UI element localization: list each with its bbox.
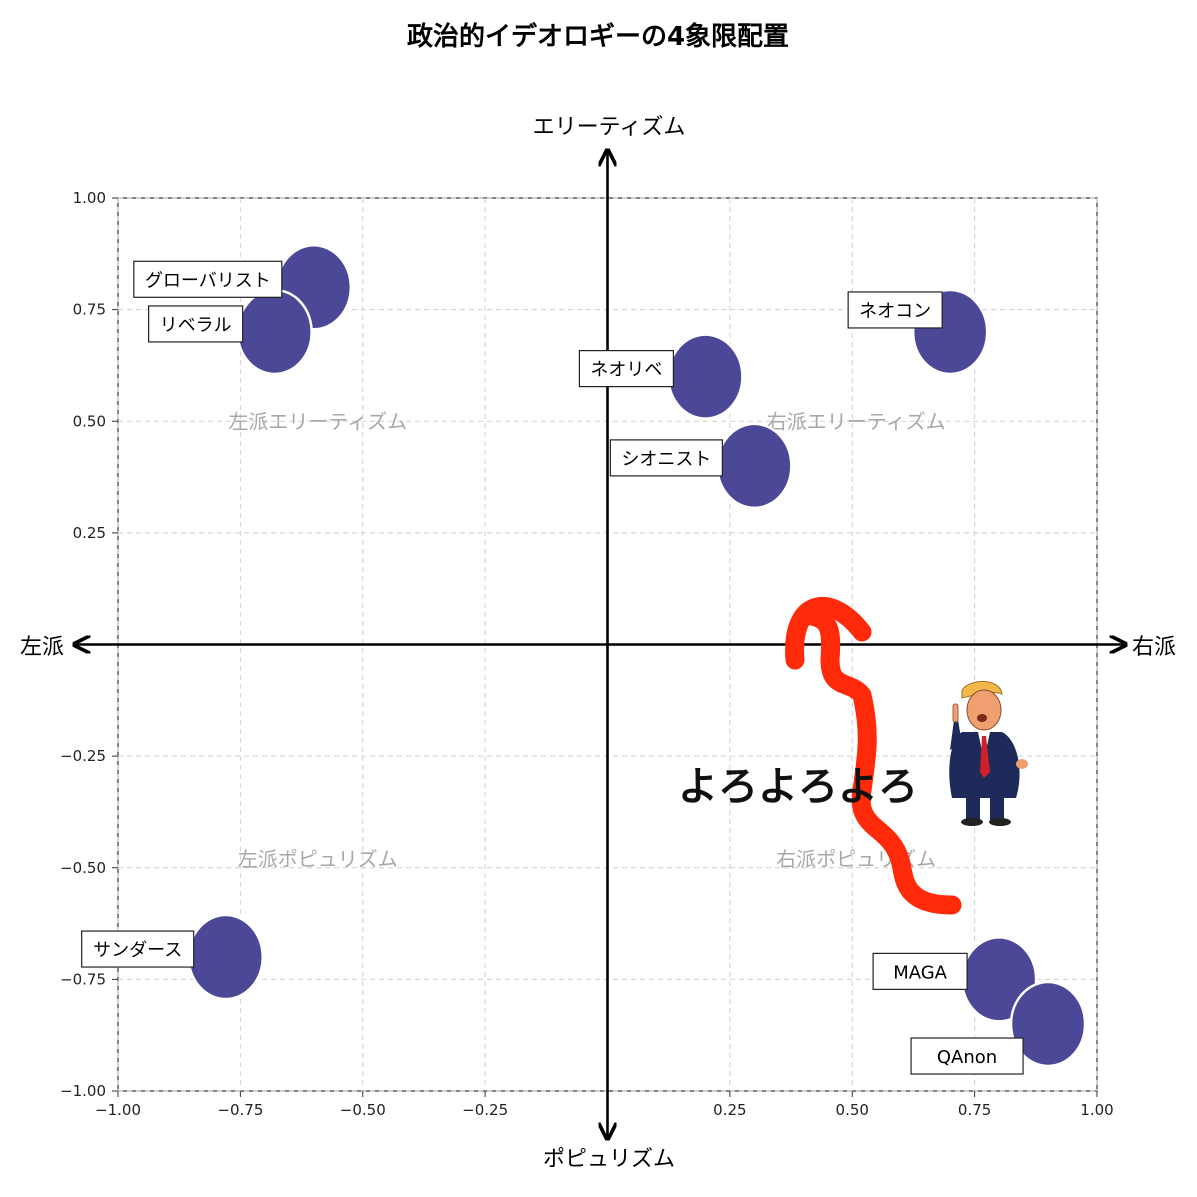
x-tick-label: −0.25 (462, 1101, 508, 1119)
point-label: MAGA (893, 962, 947, 983)
quadrant-label: 右派ポピュリズム (776, 847, 936, 871)
point-label-box (148, 305, 244, 343)
point-label: リベラル (160, 315, 232, 336)
point-label-box (609, 439, 723, 477)
point-label-box (81, 930, 195, 968)
quadrant-axes (76, 152, 1124, 1137)
point-label: ネオリベ (590, 360, 662, 381)
y-tick-label: 0.50 (73, 412, 106, 430)
axis-label-top: エリーティズム (533, 115, 686, 140)
point-label-box (910, 1037, 1024, 1075)
chart-title: 政治的イデオロギーの4象限配置 (407, 21, 789, 52)
point-label: ネオコン (859, 301, 931, 322)
x-tick-label: −1.00 (95, 1101, 141, 1119)
data-point (667, 333, 744, 420)
point-label: シオニスト (621, 449, 711, 470)
point-label-box (847, 291, 943, 329)
y-tick-label: −0.50 (60, 859, 106, 877)
data-point (1009, 980, 1087, 1068)
y-tick-label: −1.00 (60, 1082, 106, 1100)
quadrant-label: 左派エリーティズム (228, 409, 407, 433)
arrow-hook-icon (785, 597, 872, 670)
x-tick-label: −0.50 (340, 1101, 386, 1119)
quadrant-label: 左派ポピュリズム (238, 847, 398, 871)
y-tick-label: 0.25 (73, 524, 106, 542)
tick-labels: −1.00 −0.75 −0.50 −0.25 0.25 0.50 0.75 1.00 1.00… (60, 189, 1114, 1119)
point-label: グローバリスト (145, 270, 271, 291)
point-label-box (578, 350, 675, 388)
axis-label-right: 右派 (1132, 635, 1176, 660)
quadrant-label: 右派エリーティズム (767, 409, 946, 433)
y-tick-label: 0.75 (73, 301, 106, 319)
data-point (187, 913, 264, 1001)
axis-label-left: 左派 (20, 635, 64, 660)
y-tick-label: −0.75 (60, 970, 106, 988)
y-tick-label: −0.25 (60, 747, 106, 765)
x-tick-label: 0.25 (713, 1101, 746, 1119)
y-tick-label: 1.00 (73, 189, 106, 207)
annotation-text: よろよろよろ (678, 764, 918, 810)
wobbly-arrow-icon (802, 606, 962, 915)
data-points (187, 244, 1087, 1068)
data-point (236, 288, 313, 376)
point-label: QAnon (937, 1047, 997, 1068)
x-tick-label: 0.50 (836, 1101, 869, 1119)
point-label-box (872, 952, 968, 990)
x-tick-label: 1.00 (1080, 1101, 1113, 1119)
point-label-box (133, 260, 283, 298)
point-label: サンダース (93, 940, 182, 961)
x-tick-label: 0.75 (958, 1101, 991, 1119)
x-tick-label: −0.75 (217, 1101, 263, 1119)
trump-caricature-icon (949, 681, 1028, 826)
axis-label-bottom: ポピュリズム (543, 1147, 675, 1172)
data-point (716, 422, 793, 510)
